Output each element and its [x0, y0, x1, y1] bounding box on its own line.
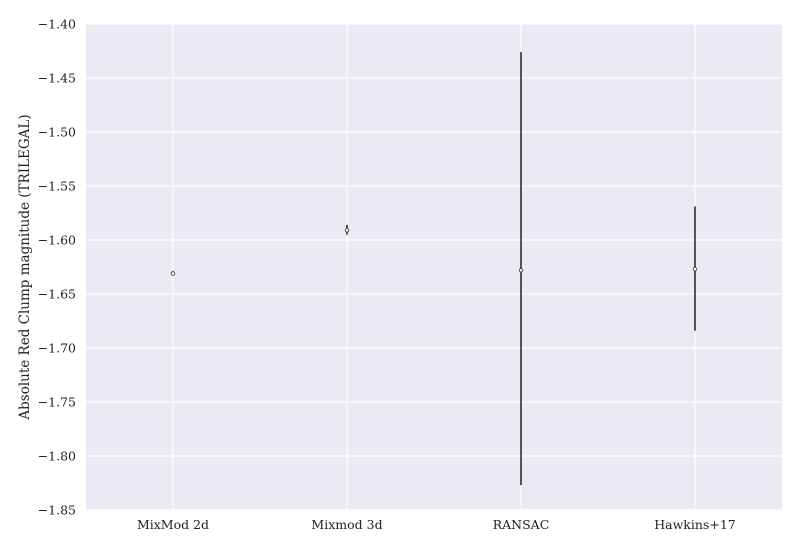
y-tick-label: −1.70 [38, 341, 76, 356]
plot-area [86, 24, 782, 510]
y-tick-label: −1.75 [38, 395, 76, 410]
x-tick-label: RANSAC [493, 517, 550, 532]
data-point [170, 271, 176, 276]
y-axis-label: Absolute Red Clump magnitude (TRILEGAL) [17, 114, 33, 420]
y-tick-label: −1.65 [38, 287, 76, 302]
y-tick-label: −1.85 [38, 503, 76, 518]
data-point [518, 268, 524, 273]
x-tick-label: Hawkins+17 [654, 517, 736, 532]
x-tick-label: Mixmod 3d [311, 517, 382, 532]
y-tick-label: −1.80 [38, 449, 76, 464]
data-point [344, 228, 350, 233]
x-tick-label: MixMod 2d [137, 517, 209, 532]
data-points [170, 228, 698, 276]
y-tick-label: −1.50 [38, 125, 76, 140]
y-tick-label: −1.60 [38, 233, 76, 248]
x-tick-labels: MixMod 2d Mixmod 3d RANSAC Hawkins+17 [137, 517, 736, 532]
y-tick-labels: −1.40 −1.45 −1.50 −1.55 −1.60 −1.65 −1.70 −1.75… [38, 17, 76, 518]
y-tick-label: −1.55 [38, 179, 76, 194]
y-tick-label: −1.40 [38, 17, 76, 32]
data-point [692, 266, 698, 272]
y-tick-label: −1.45 [38, 71, 76, 86]
